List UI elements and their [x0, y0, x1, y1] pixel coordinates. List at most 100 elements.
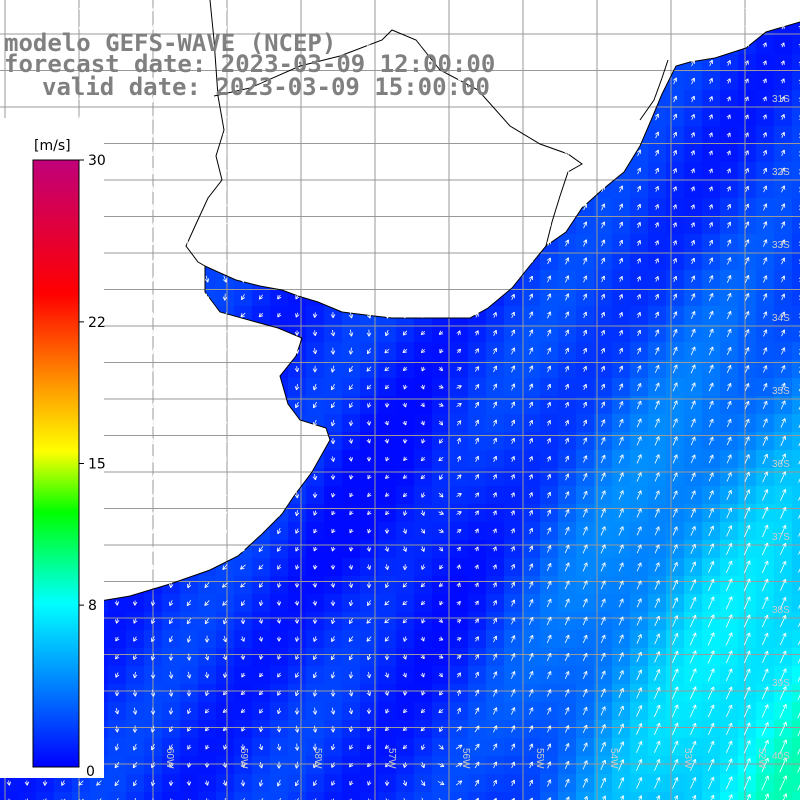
wind-speed-cell	[792, 594, 800, 613]
wind-speed-cell	[792, 738, 800, 757]
wind-speed-cell	[792, 414, 800, 433]
wind-speed-cell	[792, 36, 800, 55]
wind-speed-cell	[306, 792, 325, 800]
wind-speed-cell	[378, 792, 397, 800]
wind-speed-cell	[792, 126, 800, 145]
longitude-label: 52W	[756, 748, 767, 769]
wind-speed-cell	[288, 792, 307, 800]
wind-speed-cell	[792, 450, 800, 469]
wind-speed-cell	[162, 792, 181, 800]
latitude-label: 39S	[772, 678, 790, 689]
latitude-label: 40S	[772, 751, 790, 762]
wind-speed-cell	[792, 486, 800, 505]
wind-speed-cell	[360, 792, 379, 800]
wind-speed-cell	[414, 792, 433, 800]
wind-speed-cell	[792, 396, 800, 415]
wind-speed-cell	[612, 792, 631, 800]
wind-speed-cell	[252, 792, 271, 800]
wind-speed-cell	[792, 54, 800, 73]
colorbar-tick-label: 22	[88, 315, 106, 331]
wind-speed-cell	[792, 630, 800, 649]
colorbar-unit-label: [m/s]	[34, 138, 71, 154]
wind-speed-cell	[792, 180, 800, 199]
colorbar-tick-label: 8	[88, 598, 97, 614]
wind-speed-cell	[432, 792, 451, 800]
colorbar-gradient	[32, 159, 80, 768]
wind-speed-cell	[792, 468, 800, 487]
longitude-label: 59W	[238, 748, 249, 769]
wind-speed-cell	[792, 234, 800, 253]
wind-speed-cell	[36, 792, 55, 800]
wind-speed-cell	[792, 774, 800, 793]
latitude-label: 33S	[772, 240, 790, 251]
wind-speed-cell	[792, 612, 800, 631]
wind-speed-cell	[792, 90, 800, 109]
wind-speed-cell	[792, 342, 800, 361]
wind-speed-cell	[792, 270, 800, 289]
wind-speed-cell	[792, 756, 800, 775]
latitude-label: 36S	[772, 459, 790, 470]
latitude-label: 35S	[772, 386, 790, 397]
latitude-label: 38S	[772, 605, 790, 616]
wind-speed-cell	[792, 432, 800, 451]
wind-speed-cell	[792, 108, 800, 127]
wind-speed-cell	[792, 684, 800, 703]
wind-speed-cell	[702, 792, 721, 800]
wind-speed-cell	[792, 558, 800, 577]
wind-speed-cell	[792, 324, 800, 343]
wind-speed-cell	[576, 792, 595, 800]
latitude-label: 31S	[772, 94, 790, 105]
longitude-label: 58W	[312, 748, 323, 769]
longitude-label: 53W	[682, 748, 693, 769]
wind-speed-cell	[666, 792, 685, 800]
wind-speed-cell	[792, 162, 800, 181]
wind-speed-cell	[270, 792, 289, 800]
wind-speed-cell	[792, 504, 800, 523]
colorbar-min-label: 0	[86, 764, 95, 780]
longitude-label: 60W	[164, 748, 175, 769]
wind-speed-cell	[558, 792, 577, 800]
wind-speed-cell	[792, 198, 800, 217]
wind-speed-cell	[792, 18, 800, 37]
longitude-label: 55W	[534, 748, 545, 769]
wind-speed-cell	[720, 792, 739, 800]
wind-speed-cell	[792, 378, 800, 397]
latitude-label: 32S	[772, 167, 790, 178]
wind-speed-cell	[792, 792, 800, 800]
wind-speed-cell	[630, 792, 649, 800]
wind-speed-cell	[72, 792, 91, 800]
colorbar-tick-label: 15	[88, 457, 106, 473]
wind-speed-cell	[396, 792, 415, 800]
colorbar-tick-label: 30	[88, 153, 106, 169]
wind-speed-cell	[792, 144, 800, 163]
wind-speed-cell	[792, 360, 800, 379]
wind-speed-cell	[792, 648, 800, 667]
latitude-label: 34S	[772, 313, 790, 324]
wind-speed-cell	[792, 252, 800, 271]
longitude-label: 56W	[460, 748, 471, 769]
wind-speed-cell	[792, 702, 800, 721]
wind-speed-cell	[180, 792, 199, 800]
wind-speed-cell	[792, 720, 800, 739]
longitude-label: 54W	[608, 748, 619, 769]
wind-speed-cell	[54, 792, 73, 800]
wind-speed-cell	[198, 792, 217, 800]
wind-speed-cell	[792, 306, 800, 325]
title-valid-date: valid date: 2023-03-09 15:00:00	[42, 73, 490, 101]
wind-speed-cell	[108, 792, 127, 800]
wind-speed-cell	[234, 792, 253, 800]
longitude-label: 57W	[386, 748, 397, 769]
wind-speed-cell	[792, 522, 800, 541]
wind-speed-cell	[792, 216, 800, 235]
wind-speed-cell	[792, 666, 800, 685]
wind-speed-cell	[792, 288, 800, 307]
wind-speed-cell	[792, 72, 800, 91]
wind-speed-cell	[684, 792, 703, 800]
wind-speed-cell	[792, 576, 800, 595]
wind-speed-cell	[90, 792, 109, 800]
wind-speed-cell	[648, 792, 667, 800]
latitude-label: 37S	[772, 532, 790, 543]
wind-speed-cell	[792, 540, 800, 559]
